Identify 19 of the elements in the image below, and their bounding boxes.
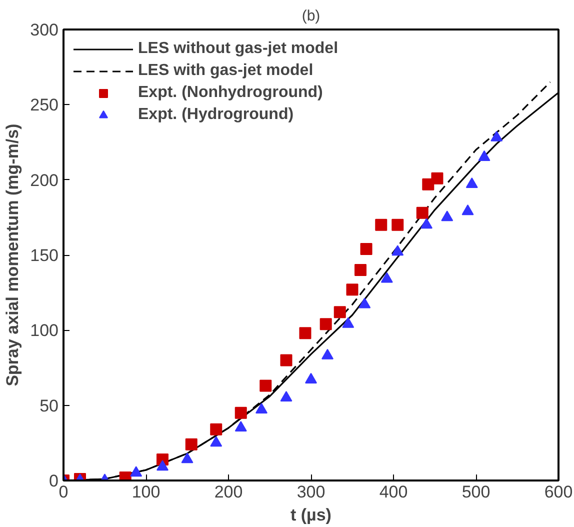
- y-tick-label: 250: [30, 96, 59, 115]
- y-tick-label: 50: [40, 396, 59, 416]
- y-axis-title: Spray axial momentum (mg-m/s): [3, 124, 22, 386]
- legend-label: Expt. (Nonhydroground): [138, 84, 323, 102]
- x-tick-label: 500: [462, 482, 490, 502]
- legend-label: Expt. (Hydroground): [138, 106, 294, 124]
- y-tick-label: 200: [30, 170, 59, 190]
- x-tick-label: 100: [132, 482, 160, 502]
- legend-label: LES with gas-jet model: [138, 62, 314, 80]
- y-tick-label: 100: [30, 321, 59, 340]
- y-tick-label: 300: [30, 20, 59, 40]
- legend-label: LES without gas-jet model: [138, 40, 338, 58]
- y-tick-label: 150: [30, 246, 59, 265]
- x-tick-label: 200: [214, 482, 243, 502]
- x-tick-label: 600: [544, 482, 573, 502]
- x-tick-label: 300: [296, 482, 326, 502]
- x-axis-title: t (µs): [290, 506, 332, 524]
- chart-title: (b): [302, 8, 320, 24]
- x-tick-label: 400: [379, 482, 408, 502]
